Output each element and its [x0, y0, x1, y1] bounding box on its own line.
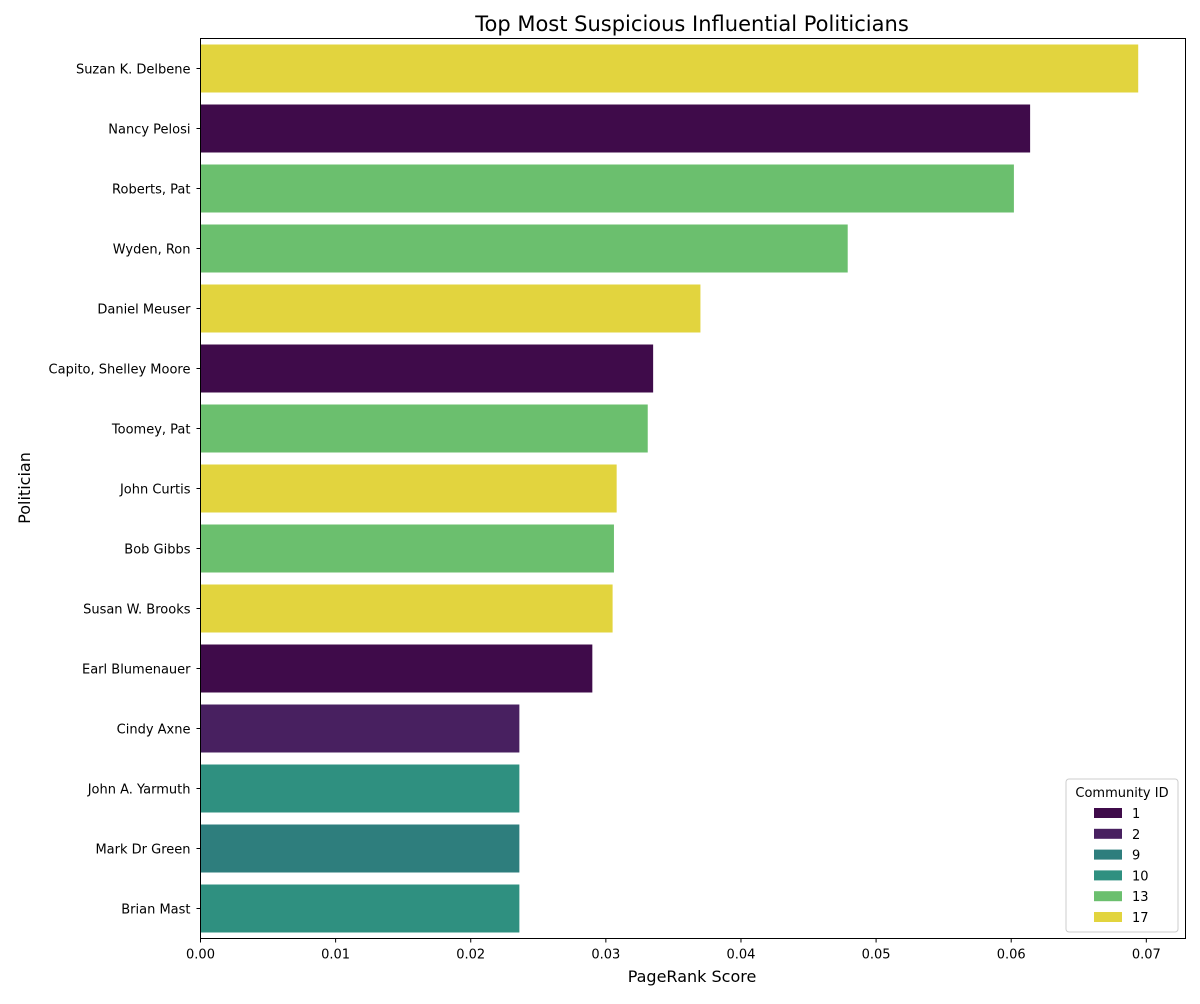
bar-11: [200, 644, 593, 693]
bar-6: [200, 344, 654, 393]
bar-7: [200, 404, 648, 453]
bar-14: [200, 824, 520, 873]
y-tick-label: John Curtis: [119, 483, 191, 498]
y-tick-label: Daniel Meuser: [97, 303, 191, 318]
x-tick-label: 0.01: [321, 948, 350, 963]
bar-12: [200, 704, 520, 753]
bar-3: [200, 164, 1014, 213]
x-tick-label: 0.00: [186, 948, 215, 963]
bar-10: [200, 584, 613, 633]
bars-layer: [200, 44, 1139, 933]
y-axis-label: Politician: [15, 452, 34, 524]
legend-swatch: [1094, 912, 1122, 922]
y-tick-label: Toomey, Pat: [111, 423, 191, 438]
legend-swatch: [1094, 849, 1122, 860]
y-tick-label: Nancy Pelosi: [108, 123, 190, 138]
x-axis-label: PageRank Score: [628, 967, 757, 986]
legend-swatch: [1094, 891, 1122, 902]
y-tick-label: Roberts, Pat: [112, 183, 190, 198]
bar-9: [200, 524, 614, 573]
x-tick-label: 0.06: [997, 948, 1026, 963]
legend-swatch: [1094, 808, 1122, 818]
x-tick-label: 0.05: [862, 948, 891, 963]
y-tick-label: Earl Blumenauer: [82, 663, 191, 678]
y-tick-label: John A. Yarmuth: [87, 783, 191, 798]
y-tick-label: Cindy Axne: [117, 723, 191, 738]
y-tick-label: Mark Dr Green: [95, 843, 190, 858]
bar-1: [200, 44, 1139, 93]
x-tick-label: 0.07: [1132, 948, 1161, 963]
bar-4: [200, 224, 848, 273]
y-tick-label: Capito, Shelley Moore: [49, 363, 191, 378]
x-tick-label: 0.04: [726, 948, 755, 963]
bar-15: [200, 884, 520, 933]
bar-2: [200, 104, 1031, 153]
bar-8: [200, 464, 617, 513]
plot-frame: [200, 38, 1186, 939]
bar-5: [200, 284, 701, 333]
y-tick-label: Susan W. Brooks: [83, 603, 191, 618]
y-axis: Suzan K. Delbene Nancy Pelosi Roberts, Pat…: [49, 63, 201, 918]
x-tick-label: 0.02: [456, 948, 485, 963]
legend: Community ID 1 2 9 10 13 17: [1065, 778, 1179, 933]
legend-label: 13: [1132, 890, 1149, 905]
legend-label: 9: [1132, 849, 1140, 864]
legend-label: 17: [1132, 911, 1149, 926]
legend-swatch: [1094, 828, 1122, 839]
y-tick-label: Brian Mast: [121, 903, 190, 918]
legend-title: Community ID: [1075, 786, 1168, 801]
x-tick-label: 0.03: [591, 948, 620, 963]
legend-label: 1: [1132, 807, 1140, 822]
legend-label: 10: [1132, 869, 1149, 884]
chart-title: Top Most Suspicious Influential Politici…: [474, 12, 909, 36]
x-axis: 0.00 0.01 0.02 0.03 0.04 0.05 0.06 0.07: [186, 938, 1161, 963]
y-tick-label: Wyden, Ron: [113, 243, 191, 258]
bar-13: [200, 764, 520, 813]
y-tick-label: Suzan K. Delbene: [76, 63, 191, 78]
legend-swatch: [1094, 870, 1122, 881]
legend-label: 2: [1132, 828, 1140, 843]
y-tick-label: Bob Gibbs: [124, 543, 190, 558]
